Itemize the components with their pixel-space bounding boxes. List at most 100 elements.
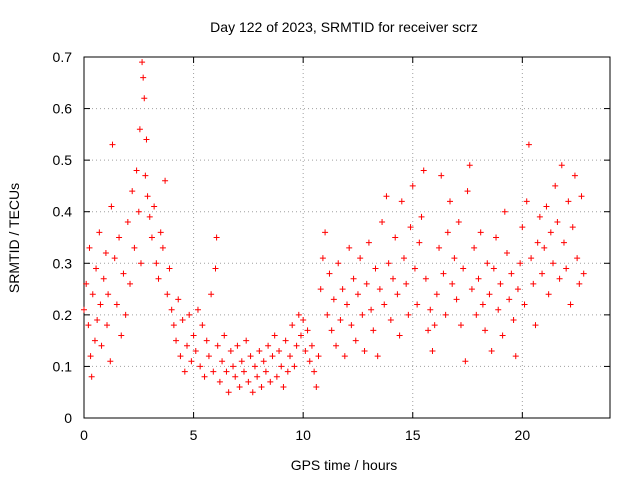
data-point (289, 322, 296, 329)
data-point (295, 311, 302, 318)
data-point (565, 198, 572, 205)
data-point (396, 332, 403, 339)
data-point (352, 337, 359, 344)
y-tick-label: 0.5 (53, 152, 73, 168)
data-point (173, 337, 180, 344)
data-point (493, 234, 500, 241)
data-point (108, 203, 115, 210)
y-axis-label: SRMTID / TECUs (6, 183, 22, 293)
data-point (234, 342, 241, 349)
plot-frame (83, 56, 611, 419)
data-point (344, 301, 350, 308)
data-point (341, 353, 348, 360)
data-point (166, 265, 173, 272)
data-point (346, 244, 353, 251)
data-point (574, 255, 581, 262)
data-point (159, 244, 166, 251)
data-point (240, 368, 247, 375)
data-point (225, 389, 232, 396)
data-point (232, 373, 239, 380)
data-point (304, 327, 311, 334)
data-point (113, 301, 120, 308)
data-point (151, 203, 158, 210)
data-point (556, 275, 563, 282)
data-point (453, 296, 460, 303)
data-point (308, 342, 315, 349)
data-point (438, 172, 445, 179)
data-point (109, 141, 116, 148)
data-point (221, 332, 228, 339)
y-tick-label: 0.2 (53, 307, 73, 323)
data-point (554, 219, 561, 226)
data-point (512, 353, 519, 360)
data-point (394, 291, 401, 298)
data-point (302, 347, 309, 354)
data-point (510, 317, 517, 324)
data-point (539, 270, 546, 277)
data-point (403, 280, 410, 287)
data-point (422, 275, 429, 282)
data-point (102, 249, 109, 256)
data-point (536, 213, 543, 220)
data-point (523, 198, 530, 205)
data-point (213, 234, 220, 241)
data-point (339, 286, 346, 293)
data-point (482, 327, 489, 334)
data-point (85, 322, 92, 329)
data-point (177, 353, 184, 360)
data-point (201, 373, 208, 380)
data-point (273, 373, 280, 380)
data-point (368, 306, 375, 313)
data-point (282, 337, 289, 344)
x-tick-label: 15 (405, 427, 421, 443)
data-point (473, 311, 480, 318)
data-point (284, 368, 291, 375)
data-point (107, 358, 114, 365)
data-point (157, 229, 164, 236)
data-point (230, 363, 237, 370)
y-tick-label: 0.6 (53, 101, 73, 117)
data-point (212, 265, 219, 272)
data-point (571, 172, 578, 179)
x-tick-label: 0 (80, 427, 88, 443)
data-point (560, 239, 567, 246)
data-point (254, 373, 261, 380)
data-point (104, 322, 111, 329)
axis-ticks (83, 56, 610, 419)
data-point (291, 363, 298, 370)
data-point (466, 162, 473, 169)
data-point (429, 347, 436, 354)
data-point (208, 291, 215, 298)
data-point (519, 224, 526, 231)
data-point (475, 275, 482, 282)
data-point (131, 244, 138, 251)
data-point (514, 286, 521, 293)
data-point (227, 347, 234, 354)
data-point (547, 229, 554, 236)
data-point (258, 384, 265, 391)
data-point (297, 332, 304, 339)
data-point (335, 260, 342, 267)
data-point (488, 347, 495, 354)
data-point (460, 265, 467, 272)
data-point (280, 384, 287, 391)
data-point (576, 280, 583, 287)
data-point (457, 322, 464, 329)
data-point (365, 239, 372, 246)
data-point (129, 188, 136, 195)
data-point (471, 244, 478, 251)
data-point (97, 301, 104, 308)
data-point (444, 229, 451, 236)
data-point (164, 291, 171, 298)
data-point (175, 296, 182, 303)
data-point (484, 260, 491, 267)
data-point (186, 311, 193, 318)
data-point (521, 301, 528, 308)
data-point (376, 286, 383, 293)
data-point (530, 280, 537, 287)
data-point (197, 363, 204, 370)
data-point (427, 306, 434, 313)
data-point (354, 291, 361, 298)
data-point (322, 229, 329, 236)
data-point (256, 347, 263, 354)
